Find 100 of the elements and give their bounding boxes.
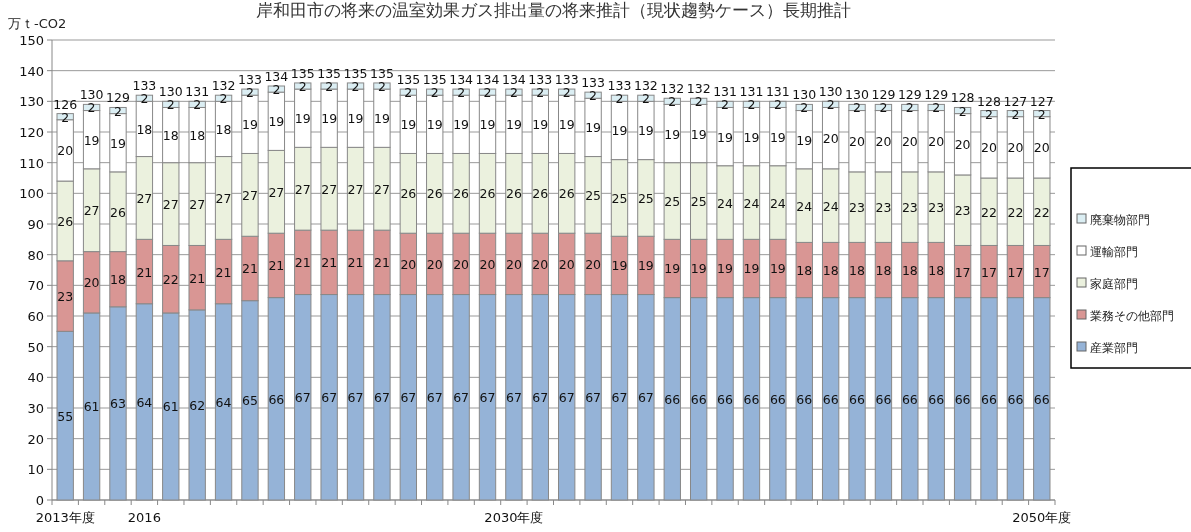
data-label: 26 [505, 186, 522, 202]
total-label: 133 [607, 78, 632, 94]
data-label: 19 [690, 126, 707, 142]
data-label: 27 [294, 181, 311, 197]
total-label: 129 [871, 87, 896, 103]
total-label: 129 [897, 87, 922, 103]
data-label: 66 [769, 391, 786, 407]
data-label: 24 [743, 195, 760, 211]
data-label: 66 [664, 391, 681, 407]
data-label: 21 [294, 255, 311, 271]
data-label: 22 [1007, 204, 1024, 220]
data-label: 67 [347, 390, 364, 406]
data-label: 67 [294, 390, 311, 406]
total-label: 127 [1003, 93, 1028, 109]
data-label: 23 [954, 203, 971, 219]
data-label: 66 [928, 391, 945, 407]
total-label: 126 [53, 96, 78, 112]
total-label: 133 [528, 72, 553, 88]
y-tick-label: 150 [19, 33, 44, 48]
data-label: 67 [611, 390, 628, 406]
data-label: 66 [954, 391, 971, 407]
total-label: 135 [317, 65, 342, 81]
y-tick-label: 70 [27, 278, 44, 294]
data-label: 21 [321, 255, 338, 271]
data-label: 26 [453, 186, 470, 202]
data-label: 61 [83, 399, 100, 415]
x-tick-label: 2050年度 [1012, 510, 1072, 525]
data-label: 18 [928, 263, 945, 278]
data-label: 67 [505, 390, 522, 406]
data-label: 2 [298, 79, 307, 94]
data-label: 2 [325, 79, 334, 94]
data-label: 20 [585, 256, 602, 272]
data-label: 2 [562, 85, 571, 101]
data-label: 18 [796, 263, 813, 278]
data-label: 2 [853, 100, 862, 116]
data-label: 24 [769, 195, 786, 211]
total-label: 134 [449, 72, 474, 88]
data-label: 19 [637, 123, 654, 139]
total-label: 135 [422, 72, 447, 88]
data-label: 66 [796, 391, 813, 407]
data-label: 18 [875, 263, 892, 278]
data-label: 19 [83, 132, 100, 148]
data-label: 19 [585, 120, 602, 136]
data-label: 66 [875, 391, 892, 407]
data-label: 21 [215, 264, 232, 280]
data-label: 67 [479, 390, 496, 406]
data-label: 2 [826, 97, 835, 113]
data-label: 66 [981, 391, 998, 407]
data-label: 24 [796, 198, 813, 214]
data-label: 2 [747, 97, 756, 113]
data-label: 19 [400, 117, 417, 133]
data-label: 25 [585, 187, 602, 203]
data-label: 17 [981, 264, 997, 280]
data-label: 20 [558, 256, 575, 272]
data-label: 26 [400, 186, 417, 202]
data-label: 66 [1007, 391, 1024, 407]
y-tick-label: 120 [19, 125, 44, 140]
data-label: 20 [1007, 140, 1024, 156]
data-label: 19 [268, 114, 285, 130]
data-label: 67 [532, 390, 549, 406]
data-label: 21 [347, 255, 364, 271]
data-label: 20 [426, 256, 443, 272]
data-label: 67 [426, 390, 443, 406]
data-label: 67 [585, 390, 602, 406]
data-label: 23 [928, 200, 945, 216]
data-label: 2 [87, 100, 96, 116]
total-label: 133 [554, 72, 579, 88]
chart-title: 岸和田市の将来の温室効果ガス排出量の将来推計（現状趨勢ケース）長期推計 [256, 0, 851, 20]
data-label: 2 [61, 109, 70, 125]
data-label: 2 [773, 97, 782, 113]
data-label: 18 [901, 263, 918, 278]
data-label: 19 [347, 111, 364, 127]
total-label: 131 [739, 84, 764, 100]
data-label: 19 [532, 117, 549, 133]
data-label: 26 [110, 204, 126, 220]
data-label: 66 [822, 391, 839, 407]
data-label: 67 [637, 390, 654, 406]
data-label: 67 [453, 390, 470, 406]
data-label: 18 [110, 272, 126, 288]
data-label: 19 [743, 129, 760, 145]
data-label: 21 [189, 270, 206, 286]
data-label: 2 [114, 103, 122, 119]
data-label: 26 [479, 186, 496, 202]
data-label: 66 [717, 391, 734, 407]
data-label: 19 [505, 117, 522, 133]
data-label: 20 [400, 256, 417, 272]
data-label: 62 [189, 397, 206, 413]
data-label: 19 [717, 261, 734, 277]
total-label: 134 [501, 72, 526, 88]
data-label: 27 [321, 181, 338, 197]
y-tick-label: 40 [27, 370, 44, 386]
data-label: 21 [242, 261, 258, 277]
y-axis-title: 万ｔ-CO2 [8, 16, 67, 31]
data-label: 2 [377, 79, 386, 94]
data-label: 67 [400, 390, 417, 406]
total-label: 130 [792, 87, 817, 103]
data-label: 63 [110, 396, 126, 412]
data-label: 2 [615, 91, 624, 107]
total-label: 130 [158, 84, 183, 100]
data-label: 19 [110, 135, 126, 151]
